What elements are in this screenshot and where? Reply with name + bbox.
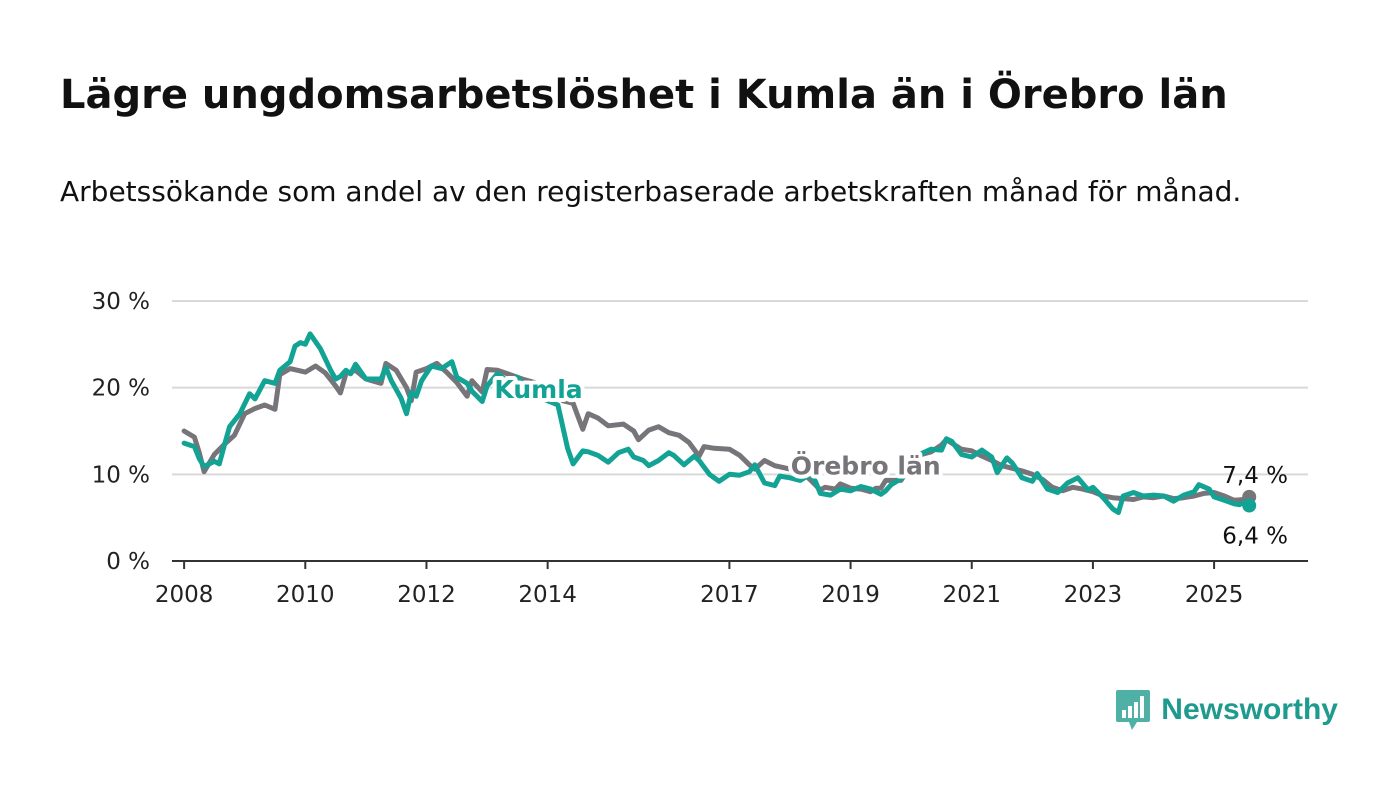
- y-tick-label: 20 %: [92, 376, 150, 402]
- x-tick-label: 2012: [397, 582, 456, 608]
- series-label: Kumla: [494, 375, 582, 404]
- x-tick-label: 2021: [942, 582, 1001, 608]
- chart-title: Lägre ungdomsarbetslöshet i Kumla än i Ö…: [60, 72, 1228, 118]
- brand-name: Newsworthy: [1161, 693, 1338, 726]
- x-tick-label: 2017: [700, 582, 759, 608]
- series-label: Kumla: [494, 375, 582, 404]
- x-tick-label: 2025: [1185, 582, 1244, 608]
- series-label: Örebro län: [791, 450, 941, 480]
- end-marker: [1242, 498, 1257, 513]
- x-tick-label: 2014: [518, 582, 577, 608]
- y-axis-tick-labels: 0 % 10 % 20 % 30 %: [92, 289, 150, 575]
- x-axis-tick-labels: 2008 2010 2012 2014 2017 2019 2021 2023 2025: [155, 582, 1244, 608]
- chart-subtitle: Arbetssökande som andel av den registerb…: [60, 175, 1242, 208]
- end-value-label: 7,4 %: [1222, 463, 1288, 489]
- y-tick-label: 10 %: [92, 462, 150, 488]
- end-value-label: 6,4 %: [1222, 524, 1288, 550]
- series-label: Örebro län: [791, 450, 941, 480]
- x-tick-label: 2023: [1064, 582, 1123, 608]
- x-tick-label: 2019: [821, 582, 880, 608]
- bar-chart-speech-bubble-icon: [1116, 690, 1151, 730]
- x-tick-label: 2010: [276, 582, 335, 608]
- brand-logo: Newsworthy: [1115, 688, 1338, 732]
- x-tick-label: 2008: [155, 582, 214, 608]
- x-axis: [172, 560, 1308, 569]
- series-lines: [181, 331, 1257, 515]
- series-line-kumla: [181, 331, 1252, 515]
- y-tick-label: 0 %: [106, 549, 150, 575]
- y-tick-label: 30 %: [92, 289, 150, 315]
